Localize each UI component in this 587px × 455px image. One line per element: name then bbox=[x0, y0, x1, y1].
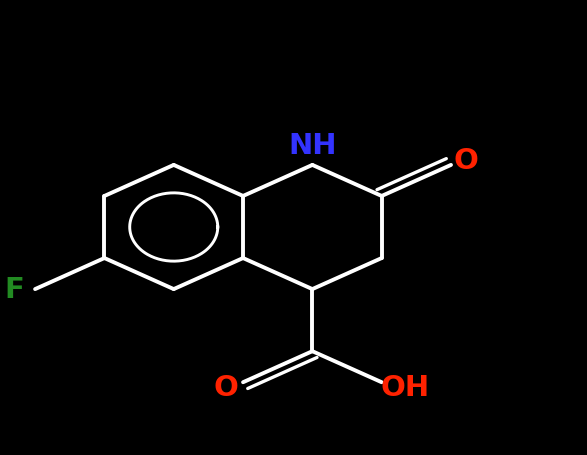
Text: OH: OH bbox=[380, 373, 430, 401]
Text: O: O bbox=[453, 147, 478, 175]
Text: NH: NH bbox=[288, 131, 336, 159]
Text: O: O bbox=[213, 373, 238, 401]
Text: F: F bbox=[5, 275, 25, 303]
